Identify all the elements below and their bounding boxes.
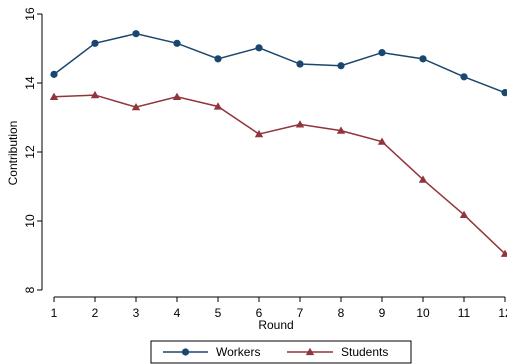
y-tick-label: 10 bbox=[23, 214, 37, 228]
data-point bbox=[501, 89, 507, 97]
data-point bbox=[378, 49, 386, 57]
data-point bbox=[132, 30, 140, 38]
x-tick-label: 8 bbox=[338, 306, 345, 320]
x-tick-label: 6 bbox=[256, 306, 263, 320]
data-point bbox=[213, 102, 223, 110]
legend-box bbox=[150, 340, 412, 364]
axes bbox=[41, 14, 505, 298]
x-tick-label: 3 bbox=[133, 306, 140, 320]
legend: Workers Students bbox=[150, 340, 412, 364]
x-axis-title: Round bbox=[258, 318, 293, 332]
x-tick-label: 2 bbox=[92, 306, 99, 320]
y-tick-label: 16 bbox=[23, 7, 37, 21]
data-point bbox=[419, 55, 427, 63]
series-workers bbox=[50, 30, 507, 97]
data-point bbox=[91, 39, 99, 47]
y-tick-label: 8 bbox=[23, 286, 37, 293]
x-tick-label: 12 bbox=[498, 306, 507, 320]
data-point bbox=[214, 55, 222, 63]
data-point bbox=[49, 92, 59, 100]
data-point bbox=[418, 175, 428, 183]
y-tick-label: 14 bbox=[23, 76, 37, 90]
data-point bbox=[131, 102, 141, 111]
x-tick-label: 7 bbox=[297, 306, 304, 320]
data-point bbox=[500, 249, 507, 257]
data-point bbox=[295, 120, 305, 128]
legend-item-students: Students bbox=[287, 345, 388, 359]
x-tick-label: 1 bbox=[51, 306, 58, 320]
y-tick-label: 12 bbox=[23, 145, 37, 159]
x-tick-label: 4 bbox=[174, 306, 181, 320]
y-ticks: 8 10 12 14 16 bbox=[23, 7, 42, 293]
data-point bbox=[173, 39, 181, 47]
x-tick-label: 9 bbox=[379, 306, 386, 320]
legend-marker bbox=[305, 347, 315, 356]
data-point bbox=[336, 126, 346, 134]
data-point bbox=[254, 129, 264, 138]
legend-label: Workers bbox=[216, 345, 260, 359]
series-line bbox=[53, 94, 506, 255]
legend-marker bbox=[181, 348, 190, 356]
data-point bbox=[296, 60, 304, 68]
x-tick-label: 10 bbox=[416, 306, 430, 320]
series-students bbox=[49, 90, 507, 257]
x-ticks: 123456789101112 bbox=[51, 297, 507, 320]
data-point bbox=[459, 210, 469, 218]
data-point bbox=[255, 44, 263, 52]
legend-item-workers: Workers bbox=[163, 345, 260, 359]
x-tick-label: 5 bbox=[215, 306, 222, 320]
data-point bbox=[377, 137, 387, 145]
x-tick-label: 11 bbox=[458, 306, 471, 320]
data-point bbox=[50, 70, 58, 78]
series-layer bbox=[49, 30, 507, 257]
series-line bbox=[53, 32, 506, 94]
data-point bbox=[460, 73, 468, 81]
y-axis-title: Contribution bbox=[6, 121, 20, 186]
data-point bbox=[172, 92, 182, 100]
data-point bbox=[90, 90, 100, 99]
legend-label: Students bbox=[341, 345, 388, 359]
data-point bbox=[337, 62, 345, 70]
